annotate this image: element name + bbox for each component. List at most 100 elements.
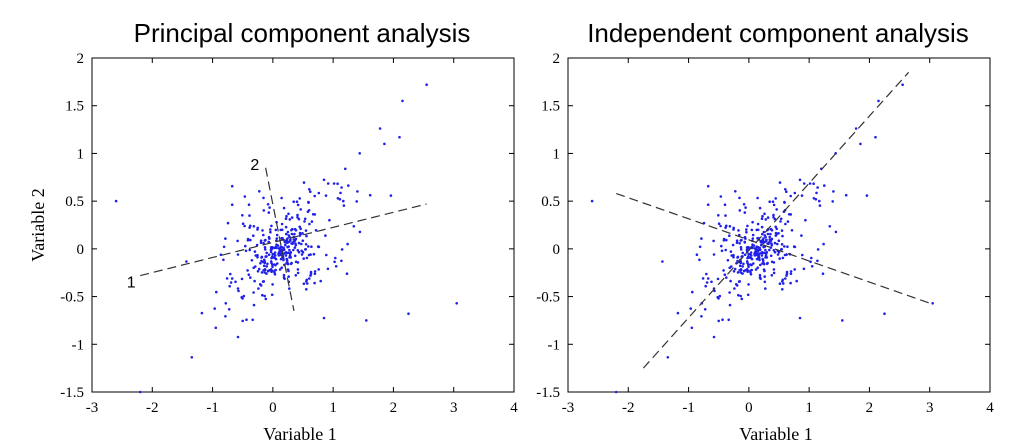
data-point xyxy=(246,239,250,242)
data-point xyxy=(301,239,305,242)
data-point xyxy=(737,293,740,297)
data-point xyxy=(288,287,291,290)
y-tick-label: 0.5 xyxy=(541,194,560,210)
x-tick-label: 4 xyxy=(986,400,994,416)
data-point xyxy=(244,244,247,248)
data-point xyxy=(352,225,356,228)
data-point xyxy=(755,228,758,232)
data-point xyxy=(227,308,231,311)
data-point xyxy=(324,194,328,197)
data-point xyxy=(732,270,736,273)
data-point xyxy=(722,269,725,272)
data-point xyxy=(770,274,774,277)
data-point xyxy=(834,230,838,234)
data-point xyxy=(789,272,793,276)
data-point xyxy=(816,248,820,251)
data-point xyxy=(301,250,305,254)
data-point xyxy=(261,229,264,232)
data-point xyxy=(744,206,747,209)
data-point xyxy=(753,252,756,256)
data-point xyxy=(266,262,269,266)
data-point xyxy=(739,246,743,249)
plot-frame xyxy=(567,57,991,393)
data-point xyxy=(251,318,254,322)
data-point xyxy=(279,245,283,248)
data-point xyxy=(773,250,777,254)
data-point xyxy=(778,257,781,260)
data-point xyxy=(738,241,741,245)
data-point xyxy=(761,257,764,261)
data-point xyxy=(308,277,311,280)
data-point xyxy=(270,256,273,260)
data-point xyxy=(758,252,762,255)
data-point xyxy=(721,318,724,322)
data-point xyxy=(816,259,819,263)
data-point xyxy=(786,245,789,248)
data-point xyxy=(759,239,762,243)
data-point xyxy=(340,248,344,251)
data-point xyxy=(770,260,774,264)
data-point xyxy=(305,278,309,282)
data-point xyxy=(749,253,752,256)
data-point xyxy=(243,224,246,228)
data-point xyxy=(138,390,142,394)
data-point xyxy=(854,127,858,130)
data-point xyxy=(766,216,770,219)
data-point xyxy=(215,290,218,294)
data-point xyxy=(242,294,246,298)
data-point xyxy=(746,293,750,297)
data-point xyxy=(841,319,844,322)
data-point xyxy=(308,188,311,191)
data-point xyxy=(828,225,832,228)
data-point xyxy=(755,245,759,248)
data-point xyxy=(267,211,271,214)
data-point xyxy=(783,245,786,248)
data-point xyxy=(760,217,764,220)
chart-title: Independent component analysis xyxy=(587,18,969,48)
data-point xyxy=(765,238,768,242)
data-point xyxy=(298,197,302,200)
data-point xyxy=(265,265,269,268)
data-point xyxy=(756,222,760,226)
data-point xyxy=(267,253,271,256)
data-point xyxy=(252,291,255,294)
data-point xyxy=(288,254,292,257)
data-point xyxy=(287,245,291,248)
data-point xyxy=(728,291,731,294)
axis-ticks: -3 -2 -1 0 1 2 3 4-1.5-1-0.500.511.52 xyxy=(60,51,518,416)
data-point xyxy=(695,253,699,256)
data-point xyxy=(762,230,766,234)
data-point xyxy=(287,240,290,244)
data-point xyxy=(785,272,789,276)
data-point xyxy=(793,268,796,271)
data-point xyxy=(718,294,722,298)
data-point xyxy=(240,277,244,281)
data-point xyxy=(306,282,309,285)
data-point xyxy=(746,224,749,228)
data-point xyxy=(801,253,804,257)
data-point xyxy=(778,181,782,184)
data-point xyxy=(771,200,775,203)
data-point xyxy=(763,251,766,255)
data-point xyxy=(268,206,271,209)
x-tick-label: 2 xyxy=(390,400,398,416)
data-point xyxy=(750,228,754,232)
data-point xyxy=(877,99,880,103)
data-point xyxy=(781,278,785,282)
data-point xyxy=(614,390,618,394)
data-point xyxy=(336,197,340,200)
data-point xyxy=(282,273,286,277)
data-point xyxy=(259,262,262,265)
data-point xyxy=(269,230,272,234)
data-point xyxy=(271,265,274,269)
data-point xyxy=(758,258,761,262)
data-point xyxy=(317,268,321,271)
data-point xyxy=(739,239,743,242)
scatter-points xyxy=(590,83,934,394)
data-point xyxy=(291,242,294,245)
data-point xyxy=(297,250,301,254)
data-point xyxy=(717,222,721,225)
data-point xyxy=(756,266,759,270)
data-point xyxy=(280,196,283,200)
